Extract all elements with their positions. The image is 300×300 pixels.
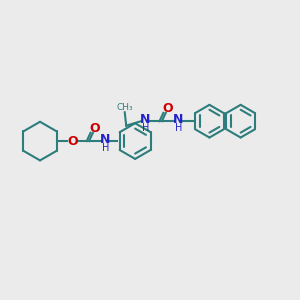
Text: N: N xyxy=(173,113,183,126)
Text: O: O xyxy=(162,102,172,115)
Text: N: N xyxy=(100,133,111,146)
Text: N: N xyxy=(140,113,151,126)
Text: H: H xyxy=(102,142,109,153)
Text: H: H xyxy=(175,123,182,133)
Text: O: O xyxy=(68,135,78,148)
Text: O: O xyxy=(89,122,100,135)
Text: H: H xyxy=(142,123,149,133)
Text: CH₃: CH₃ xyxy=(116,103,133,112)
